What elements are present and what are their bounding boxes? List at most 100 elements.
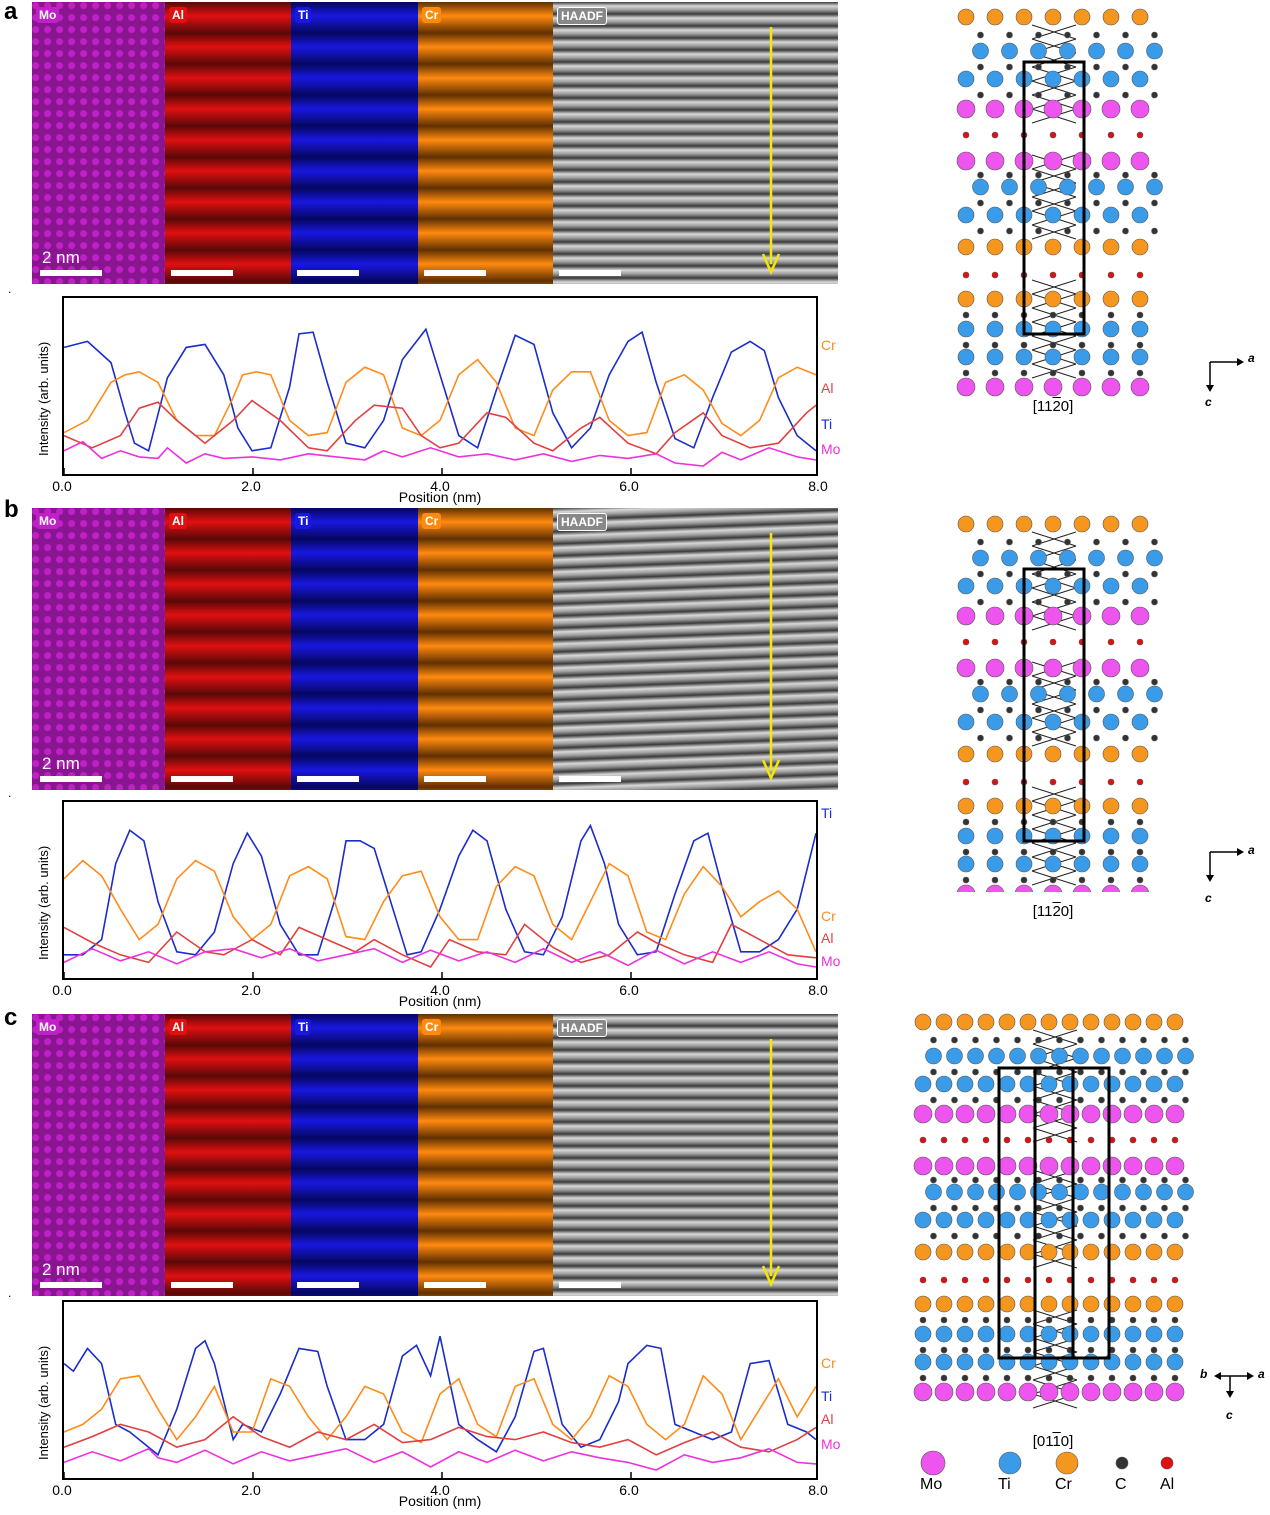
atom-al bbox=[1087, 1276, 1095, 1284]
atom-c bbox=[951, 1232, 958, 1240]
atom-c bbox=[1119, 1232, 1126, 1240]
atom-cr bbox=[1102, 238, 1120, 256]
atom-c bbox=[1064, 678, 1071, 686]
map-cr: Cr bbox=[418, 2, 553, 284]
series-mo bbox=[64, 1447, 816, 1471]
series-al bbox=[64, 1415, 816, 1456]
atom-c bbox=[977, 678, 984, 686]
atom-cr bbox=[986, 8, 1004, 26]
eds-maps-c: Mo 2 nm Al Ti Cr HAADF bbox=[32, 1014, 838, 1296]
atom-mo bbox=[955, 1104, 975, 1124]
atom-ti bbox=[986, 577, 1004, 595]
x-tick-label: 6.0 bbox=[619, 478, 639, 494]
atom-c bbox=[1049, 876, 1057, 884]
atom-ti bbox=[1051, 1183, 1068, 1201]
orientation-axes-c bbox=[1214, 1372, 1254, 1398]
atom-ti bbox=[1102, 827, 1120, 845]
atom-c bbox=[951, 1068, 958, 1076]
atom-c bbox=[1006, 171, 1013, 179]
atom-c bbox=[1020, 369, 1028, 377]
atom-ti bbox=[1088, 42, 1105, 60]
legend-item-mo: Mo bbox=[920, 1450, 946, 1494]
line-profile-b bbox=[62, 800, 818, 980]
atom-c bbox=[1035, 91, 1042, 99]
atom-ti bbox=[957, 320, 975, 338]
map-haadf: HAADF bbox=[553, 1014, 838, 1296]
axis-a-label-c: a bbox=[1258, 1367, 1265, 1381]
series-mo bbox=[64, 440, 816, 467]
atom-mo bbox=[997, 1104, 1017, 1124]
atom-c bbox=[1014, 1068, 1021, 1076]
map-label: Ti bbox=[295, 1019, 312, 1035]
atom-mo bbox=[956, 606, 976, 626]
atom-c bbox=[1006, 734, 1013, 742]
atom-c bbox=[1049, 311, 1057, 319]
atom-c bbox=[972, 1232, 979, 1240]
atom-c bbox=[951, 1096, 958, 1104]
series-label-cr: Cr bbox=[821, 337, 836, 353]
atom-c bbox=[1122, 678, 1129, 686]
map-mo: Mo 2 nm bbox=[32, 1014, 165, 1296]
atom-al bbox=[1045, 1276, 1053, 1284]
atom-c bbox=[940, 1374, 948, 1382]
atom-c bbox=[1122, 63, 1129, 71]
scale-bar bbox=[171, 776, 233, 782]
atom-ti bbox=[1073, 713, 1091, 731]
atom-ti bbox=[1044, 855, 1062, 873]
atom-c bbox=[1107, 818, 1115, 826]
map-label: Al bbox=[169, 7, 187, 23]
atom-cr bbox=[1145, 1295, 1163, 1313]
atom-al bbox=[991, 778, 999, 786]
series-label-al: Al bbox=[821, 1411, 834, 1427]
atom-ti bbox=[1044, 348, 1062, 366]
map-label: Ti bbox=[295, 7, 312, 23]
atom-c bbox=[1035, 570, 1042, 578]
atom-c bbox=[1006, 199, 1013, 207]
atom-cr bbox=[956, 1295, 974, 1313]
atom-mo bbox=[1043, 606, 1063, 626]
atom-c bbox=[1045, 1316, 1053, 1324]
series-ti bbox=[64, 1336, 816, 1457]
atom-cr bbox=[1044, 238, 1062, 256]
atom-c bbox=[972, 1036, 979, 1044]
atom-ti bbox=[1102, 713, 1120, 731]
atom-ti bbox=[1102, 206, 1120, 224]
atom-c bbox=[1093, 598, 1100, 606]
atom-mo bbox=[1101, 99, 1121, 119]
series-label-cr: Cr bbox=[821, 1355, 836, 1371]
legend-label: Al bbox=[1160, 1476, 1175, 1493]
atom-al bbox=[1171, 1276, 1179, 1284]
atom-c bbox=[962, 876, 970, 884]
line-scan-arrow bbox=[761, 1039, 781, 1288]
atom-ti bbox=[988, 1183, 1005, 1201]
atom-c bbox=[1107, 369, 1115, 377]
atom-mo bbox=[1144, 1104, 1164, 1124]
atom-ti bbox=[1044, 70, 1062, 88]
x-tick-label: 6.0 bbox=[619, 1482, 639, 1498]
dot-marker: . bbox=[8, 1286, 12, 1300]
atom-mo bbox=[1102, 1156, 1122, 1176]
atom-ti bbox=[967, 1047, 984, 1065]
atom-mo bbox=[1081, 1382, 1101, 1402]
atom-c bbox=[1024, 1346, 1032, 1354]
atom-c bbox=[962, 848, 970, 856]
axis-c-label-c: c bbox=[1226, 1408, 1233, 1422]
panel-letter-c: c bbox=[4, 1004, 18, 1031]
atom-ti bbox=[1117, 178, 1134, 196]
atom-cr bbox=[1103, 1013, 1121, 1031]
atom-cr bbox=[986, 515, 1004, 533]
atom-mo bbox=[956, 151, 976, 171]
profile-plot bbox=[64, 823, 816, 978]
legend-item-al: Al bbox=[1160, 1450, 1174, 1494]
atom-ti bbox=[1009, 1183, 1026, 1201]
atom-c bbox=[1093, 570, 1100, 578]
series-label-mo: Mo bbox=[821, 441, 841, 457]
atom-cr bbox=[1044, 8, 1062, 26]
atom-ti bbox=[972, 178, 989, 196]
atom-ti bbox=[1015, 348, 1033, 366]
atom-mo bbox=[1101, 151, 1121, 171]
atom-mo bbox=[1130, 377, 1150, 397]
atom-ti bbox=[1072, 1183, 1089, 1201]
atom-ti bbox=[957, 827, 975, 845]
atom-c bbox=[1098, 1096, 1105, 1104]
